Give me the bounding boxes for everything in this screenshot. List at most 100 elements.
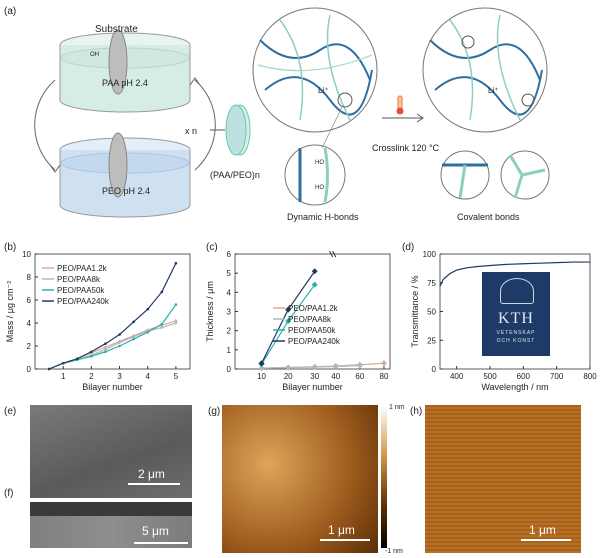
panel-label-h: (h) <box>410 406 423 417</box>
y-tick-label: 8 <box>27 273 32 282</box>
data-point <box>285 318 292 325</box>
scale-label-g: 1 μm <box>328 523 355 537</box>
afm-image-h: 1 μm <box>425 405 581 553</box>
y-tick-label: 3 <box>227 308 232 317</box>
data-point <box>132 335 135 339</box>
x-tick-label: 10 <box>257 372 266 381</box>
data-point <box>380 360 387 367</box>
peo-beaker <box>59 132 191 218</box>
film-label: (PAA/PEO)n <box>210 170 260 180</box>
y-axis-label: Transmittance / % <box>410 275 420 347</box>
series-line-3 <box>48 262 177 370</box>
x-tick-label: 1 <box>61 372 66 381</box>
schematic-diagram <box>34 7 550 218</box>
x-tick-label: 400 <box>450 372 464 381</box>
data-point <box>174 319 178 322</box>
data-point <box>160 290 164 294</box>
series-line-2 <box>48 304 177 370</box>
dynamic-label: Dynamic H-bonds <box>287 212 359 222</box>
legend-label-1: PEO/PAA8k <box>57 275 101 284</box>
panel-label-a: (a) <box>4 6 17 17</box>
y-tick-label: 25 <box>427 336 436 345</box>
x-tick-label: 80 <box>380 372 389 381</box>
logo-line2: OCH KONST <box>496 338 536 344</box>
h-bond-detail-circle <box>284 106 346 206</box>
peo-label: PEO pH 2.4 <box>102 186 151 196</box>
x-tick-label: 700 <box>550 372 564 381</box>
data-point <box>104 342 107 345</box>
sem-image-e: 2 μm <box>30 405 192 498</box>
y-tick-label: 0 <box>227 365 232 374</box>
x-tick-label: 60 <box>355 372 364 381</box>
series-line-1 <box>261 364 360 369</box>
legend-label-0: PEO/PAA1.2k <box>57 264 108 273</box>
scale-label-e: 2 μm <box>138 467 165 481</box>
x-tick-label: 20 <box>284 372 293 381</box>
legend-label-0: PEO/PAA1.2k <box>288 304 339 313</box>
scalebar-h <box>521 539 571 541</box>
cross-section-top <box>30 502 192 516</box>
data-point <box>118 333 121 336</box>
paa-beaker <box>59 29 191 113</box>
y-tick-label: 4 <box>227 288 232 297</box>
data-point <box>311 281 318 288</box>
x-axis-label: Bilayer number <box>282 382 343 392</box>
li-ion-label-1: Li⁺ <box>318 86 329 95</box>
data-point <box>311 268 318 275</box>
crosslink-label: Crosslink 120 °C <box>372 143 440 153</box>
x-tick-label: 2 <box>89 372 94 381</box>
x-tick-label: 3 <box>117 372 122 381</box>
covalent-label: Covalent bonds <box>457 212 520 222</box>
sem-image-f: 5 μm <box>30 502 192 548</box>
x-tick-label: 4 <box>146 372 151 381</box>
data-point <box>311 364 318 371</box>
scale-label-h: 1 μm <box>529 523 556 537</box>
paa-label: PAA pH 2.4 <box>102 78 148 88</box>
x-axis-label: Bilayer number <box>82 382 143 392</box>
logo-line1: VETENSKAP <box>496 330 536 336</box>
data-point <box>118 341 121 344</box>
series-line-0 <box>439 261 590 287</box>
colorbar-top-label: 1 nm <box>389 404 405 411</box>
oh-label: OH <box>90 52 99 58</box>
data-point <box>104 350 107 354</box>
kth-logo: KTH VETENSKAP OCH KONST <box>482 272 550 356</box>
y-tick-label: 5 <box>227 269 232 278</box>
covalent-detail-left <box>440 150 490 200</box>
y-tick-label: 6 <box>227 250 232 259</box>
data-point <box>90 350 93 354</box>
x-tick-label: 800 <box>583 372 597 381</box>
data-point <box>174 321 178 325</box>
y-tick-label: 2 <box>27 342 32 351</box>
ho-label-2: HO <box>315 185 324 191</box>
x-tick-label: 500 <box>483 372 497 381</box>
panel-label-d: (d) <box>402 242 415 253</box>
panel-label-b: (b) <box>4 242 17 253</box>
data-point <box>104 345 107 349</box>
y-tick-label: 100 <box>423 250 437 259</box>
y-axis-label: Thickness / μm <box>205 281 215 342</box>
y-tick-label: 6 <box>27 296 32 305</box>
data-point <box>285 306 292 313</box>
x-tick-label: 600 <box>517 372 531 381</box>
data-point <box>258 365 265 372</box>
colorbar-bottom-label: -1 nm <box>385 548 403 555</box>
legend-label-2: PEO/PAA50k <box>57 286 105 295</box>
crown-icon <box>500 278 534 304</box>
y-tick-label: 75 <box>427 279 436 288</box>
data-point <box>132 337 135 341</box>
data-point <box>332 363 339 370</box>
panel-label-g: (g) <box>208 406 221 417</box>
logo-name: KTH <box>498 310 534 327</box>
data-point <box>258 360 265 367</box>
data-point <box>104 348 107 351</box>
x-axis-label: Wavelength / nm <box>481 382 548 392</box>
li-ion-label-2: Li⁺ <box>488 86 499 95</box>
series-line-2 <box>261 284 316 365</box>
data-point <box>75 357 79 360</box>
data-point <box>174 303 178 306</box>
thermometer-icon <box>396 95 404 115</box>
y-tick-label: 0 <box>432 365 437 374</box>
y-tick-label: 2 <box>227 327 232 336</box>
